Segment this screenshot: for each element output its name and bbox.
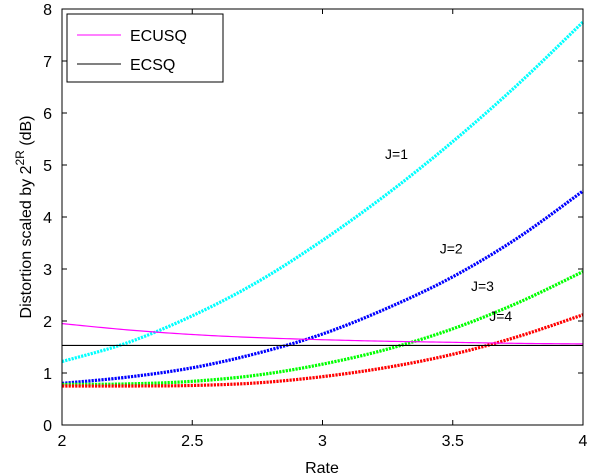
y-tick-label: 4 — [43, 210, 52, 227]
y-tick-label: 1 — [43, 366, 52, 383]
curve-j-3 — [61, 270, 584, 387]
x-tick-label: 3 — [318, 433, 327, 450]
legend-label-ecusq: ECUSQ — [130, 28, 187, 45]
x-tick-label: 2.5 — [181, 433, 203, 450]
curve-j-4 — [62, 313, 584, 388]
annotation-j-4: J=4 — [489, 308, 512, 324]
x-axis-title: Rate — [305, 460, 339, 476]
y-tick-label: 0 — [43, 418, 52, 435]
annotation-layer: J=1 J=2 J=3 J=4 — [385, 146, 512, 324]
y-tick-label: 7 — [43, 54, 52, 71]
y-tick-label: 6 — [43, 106, 52, 123]
series-line-ecusq — [61, 323, 584, 345]
curve-j-1 — [61, 20, 585, 364]
annotation-j-1: J=1 — [385, 146, 408, 162]
x-tick-label: 2 — [58, 433, 67, 450]
y-tick-label: 2 — [43, 314, 52, 331]
y-tick-label: 3 — [43, 262, 52, 279]
y-tick-label: 5 — [43, 158, 52, 175]
annotation-j-3: J=3 — [471, 278, 494, 294]
annotation-j-2: J=2 — [440, 240, 463, 256]
curve-j-2 — [61, 189, 584, 385]
x-tick-label: 3.5 — [442, 433, 464, 450]
legend-box — [66, 13, 224, 83]
series-layer — [61, 20, 585, 388]
legend-label-ecsq: ECSQ — [130, 57, 175, 74]
ticks-layer: 2 2.5 3 3.5 4 0 1 2 3 4 5 6 7 8 — [43, 2, 587, 450]
y-tick-label: 8 — [43, 2, 52, 19]
x-tick-label: 4 — [579, 433, 588, 450]
y-axis-title: Distortion scaled by 22R (dB) — [13, 116, 35, 319]
legend: ECUSQ ECSQ — [66, 13, 224, 83]
